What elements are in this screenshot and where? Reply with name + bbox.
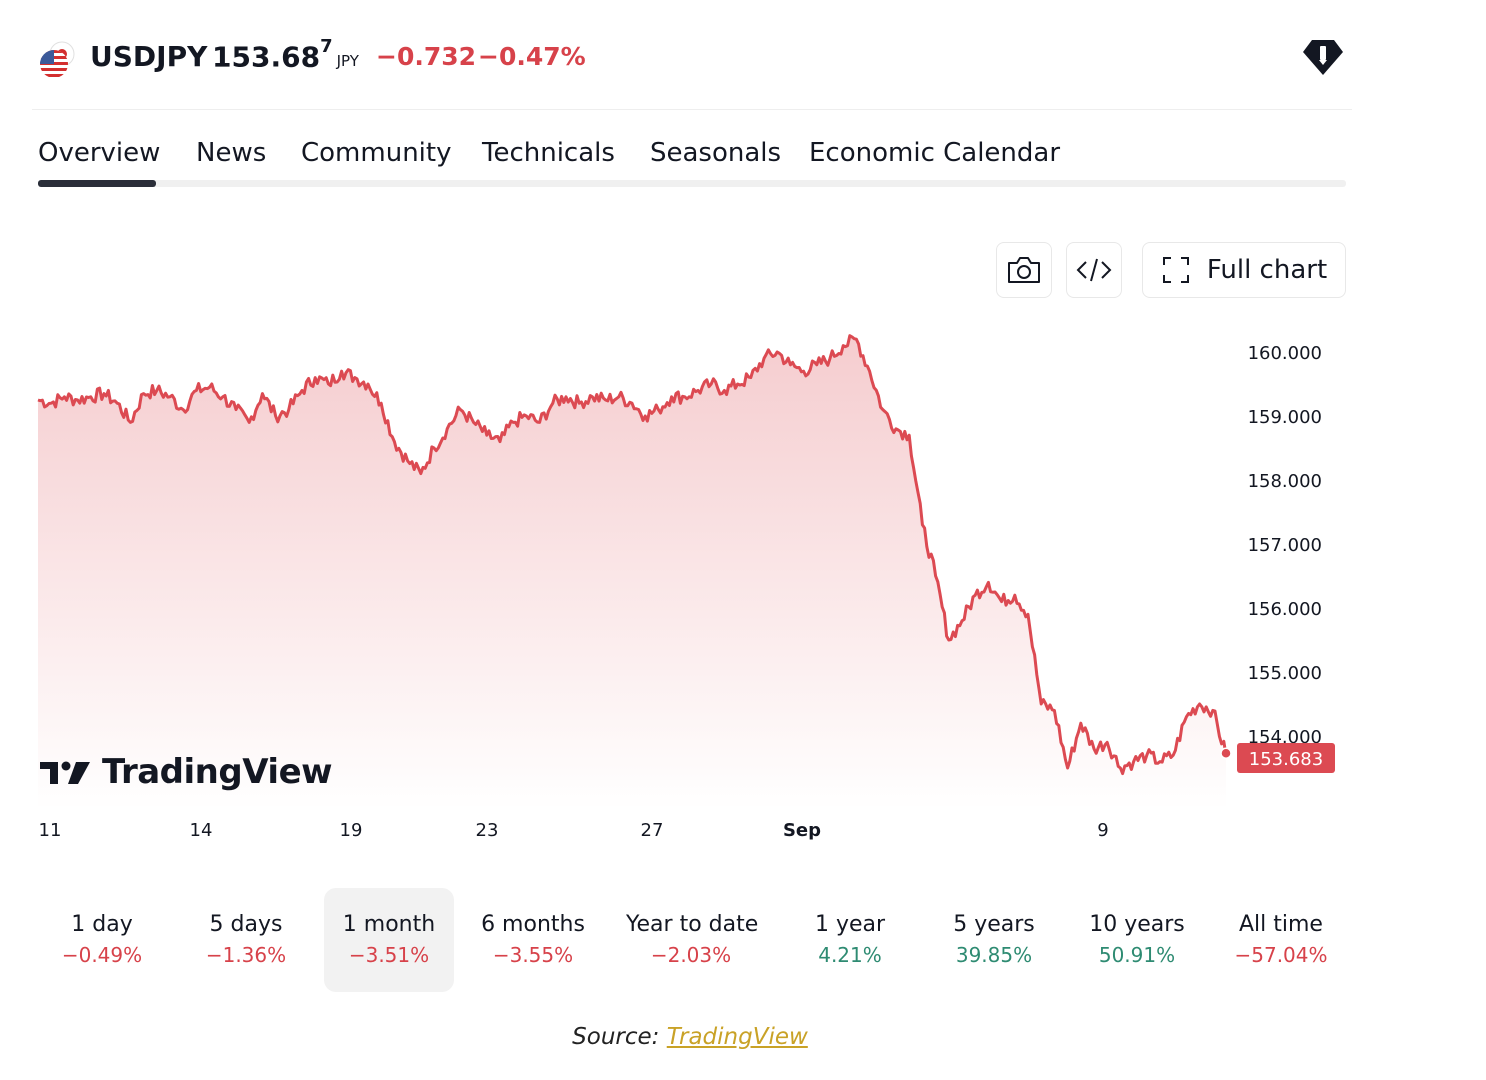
period-change: −3.51% <box>348 943 430 967</box>
period-1-month[interactable]: 1 month −3.51% <box>324 888 454 992</box>
period-label: All time <box>1239 912 1323 937</box>
period-label: 1 day <box>71 912 133 937</box>
full-chart-button[interactable]: Full chart <box>1142 242 1346 298</box>
x-tick-label: 14 <box>190 820 213 841</box>
x-tick-label: 19 <box>340 820 363 841</box>
period-label: 5 days <box>209 912 283 937</box>
period-label: 1 month <box>342 912 436 937</box>
period-change: −1.36% <box>205 943 287 967</box>
price-last-digit: 7 <box>320 36 333 57</box>
period-10-years[interactable]: 10 years 50.91% <box>1072 888 1202 992</box>
us-japan-flag-icon <box>40 41 75 78</box>
tab-economic-calendar[interactable]: Economic Calendar <box>809 138 1061 168</box>
period-all-time[interactable]: All time −57.04% <box>1216 888 1346 992</box>
period-change: 4.21% <box>818 943 882 967</box>
period-1-day[interactable]: 1 day −0.49% <box>37 888 167 992</box>
embed-code-icon <box>1076 258 1112 282</box>
camera-icon <box>1008 257 1040 283</box>
period-label: Year to date <box>626 912 759 937</box>
tab-community[interactable]: Community <box>301 138 452 168</box>
y-tick-label: 158.000 <box>1248 471 1322 492</box>
x-axis: 11 14 19 23 27 Sep 9 <box>39 820 1109 841</box>
price-line <box>37 334 1228 776</box>
period-1-year[interactable]: 1 year 4.21% <box>785 888 915 992</box>
period-change: −2.03% <box>650 943 732 967</box>
tab-bar: Overview News Community Technicals Seaso… <box>38 138 1346 188</box>
price-change-percent: −0.47% <box>478 42 586 71</box>
y-tick-label: 155.000 <box>1248 663 1322 684</box>
period-change: −57.04% <box>1234 943 1328 967</box>
screenshot-button[interactable] <box>996 242 1052 298</box>
y-axis: 160.000 159.000 158.000 157.000 156.000 155.0… <box>1248 343 1322 748</box>
period-label: 6 months <box>481 912 585 937</box>
x-tick-label: Sep <box>783 820 821 841</box>
symbol-name: USDJPY <box>90 40 208 73</box>
current-price: 153.687JPY <box>212 36 359 74</box>
y-tick-label: 156.000 <box>1248 599 1322 620</box>
y-tick-label: 160.000 <box>1248 343 1322 364</box>
source-caption: Source: TradingView <box>0 1024 1380 1050</box>
y-tick-label: 159.000 <box>1248 407 1322 428</box>
period-5-years[interactable]: 5 years 39.85% <box>929 888 1059 992</box>
x-tick-label: 23 <box>476 820 499 841</box>
price-change-absolute: −0.732 <box>376 42 477 71</box>
embed-button[interactable] <box>1066 242 1122 298</box>
period-label: 10 years <box>1089 912 1185 937</box>
period-6-months[interactable]: 6 months −3.55% <box>468 888 598 992</box>
price-currency: JPY <box>336 52 359 71</box>
tab-overview[interactable]: Overview <box>38 138 161 168</box>
period-change: 50.91% <box>1098 943 1176 967</box>
period-label: 5 years <box>953 912 1035 937</box>
source-link[interactable]: TradingView <box>666 1024 808 1050</box>
period-change: −0.49% <box>61 943 143 967</box>
y-tick-label: 157.000 <box>1248 535 1322 556</box>
symbol-header: USDJPY 153.687JPY −0.732 −0.47% <box>32 30 1352 110</box>
price-chart[interactable]: 160.000 159.000 158.000 157.000 156.000 155.0… <box>0 300 1360 860</box>
period-year-to-date[interactable]: Year to date −2.03% <box>626 888 759 992</box>
period-change: 39.85% <box>955 943 1033 967</box>
period-label: 1 year <box>814 912 886 937</box>
price-main: 153.68 <box>212 40 321 74</box>
price-area-fill <box>38 335 1226 810</box>
last-price-label: 153.683 <box>1249 749 1323 770</box>
tradingview-logo: TradingView <box>38 752 333 792</box>
full-chart-label: Full chart <box>1206 255 1328 285</box>
tab-track <box>38 180 1346 187</box>
y-tick-label: 154.000 <box>1248 727 1322 748</box>
tab-news[interactable]: News <box>196 138 267 168</box>
x-tick-label: 11 <box>39 820 62 841</box>
last-price-tag <box>1237 743 1335 773</box>
tradingview-logo-text: TradingView <box>102 752 333 792</box>
period-5-days[interactable]: 5 days −1.36% <box>181 888 311 992</box>
x-tick-label: 9 <box>1097 820 1108 841</box>
tab-technicals[interactable]: Technicals <box>482 138 615 168</box>
fullscreen-icon <box>1162 257 1189 283</box>
diamond-badge-icon[interactable] <box>1302 36 1344 78</box>
tab-active-indicator <box>38 180 156 187</box>
source-prefix: Source: <box>572 1024 660 1050</box>
last-price-dot <box>1220 747 1232 759</box>
x-tick-label: 27 <box>641 820 664 841</box>
last-price-marker: 153.683 <box>1220 743 1335 773</box>
tradingview-logo-icon <box>40 761 90 784</box>
tab-seasonals[interactable]: Seasonals <box>650 138 782 168</box>
period-change: −3.55% <box>492 943 574 967</box>
